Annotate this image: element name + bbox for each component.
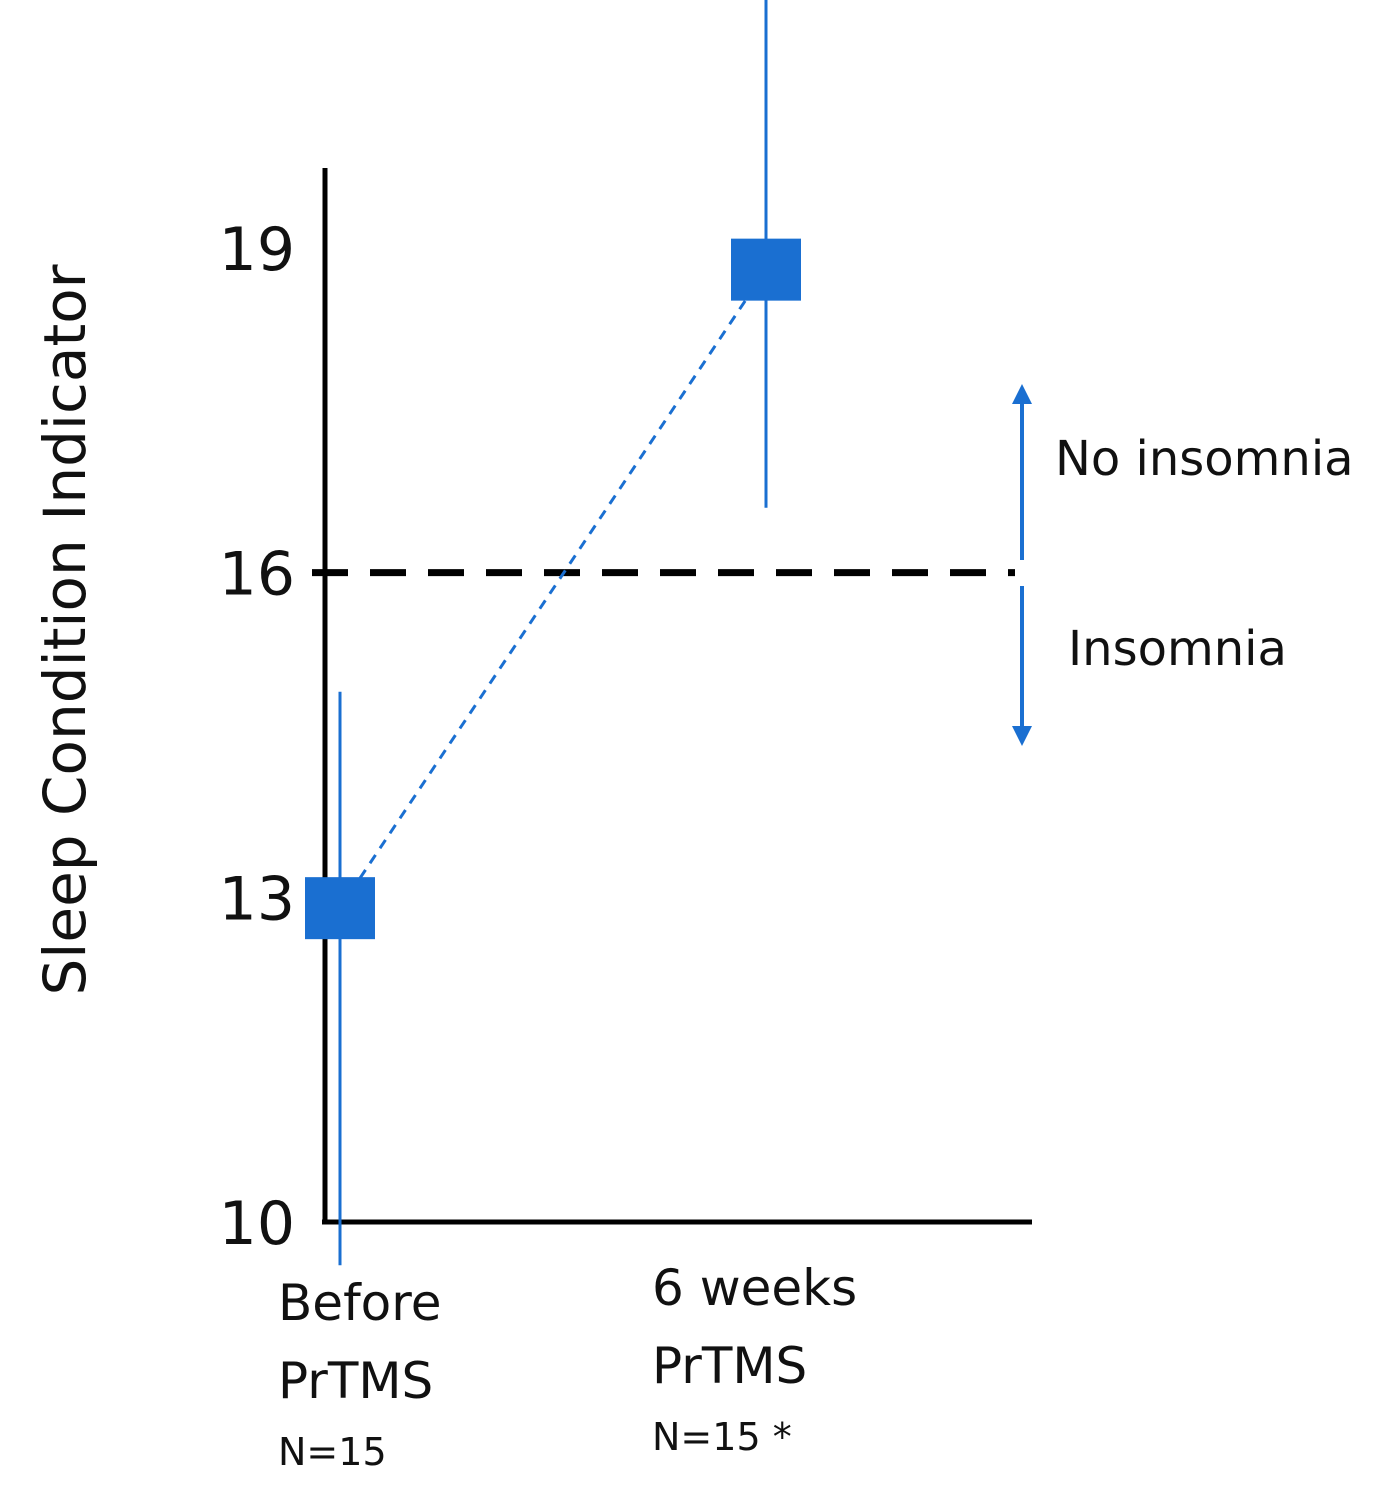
y-tick-label: 13 <box>219 864 295 934</box>
x-category-line1: 6 weeks <box>652 1259 857 1317</box>
y-tick-label: 16 <box>219 540 295 610</box>
x-category-n: N=15 <box>278 1430 387 1474</box>
data-point-marker <box>305 877 375 940</box>
y-tick-label: 10 <box>219 1189 295 1259</box>
x-category-line2: PrTMS <box>652 1337 807 1395</box>
down-arrow-icon <box>1012 586 1032 746</box>
x-category-n: N=15 * <box>652 1415 792 1459</box>
data-point-marker <box>731 238 801 301</box>
y-tick-label: 19 <box>219 215 295 285</box>
x-category-line2: PrTMS <box>278 1352 433 1410</box>
annotation-insomnia: Insomnia <box>1068 621 1287 677</box>
y-axis-label: Sleep Condition Indicator <box>31 264 99 995</box>
series-connector-line <box>338 268 768 909</box>
up-arrow-icon <box>1012 384 1032 560</box>
x-category-line1: Before <box>278 1274 441 1332</box>
annotation-no-insomnia: No insomnia <box>1055 431 1354 487</box>
